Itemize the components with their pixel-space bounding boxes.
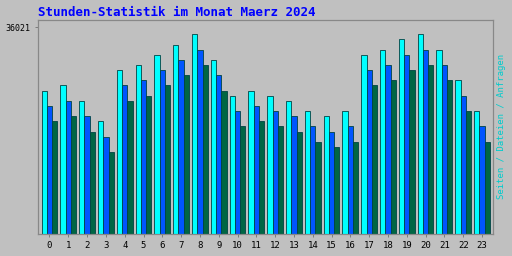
Bar — [221, 91, 227, 256]
Text: Stunden-Statistik im Monat Maerz 2024: Stunden-Statistik im Monat Maerz 2024 — [38, 6, 316, 18]
Bar — [203, 65, 208, 256]
Bar — [291, 116, 296, 256]
Bar — [485, 142, 490, 256]
Bar — [466, 111, 471, 256]
Bar — [52, 121, 57, 256]
Bar — [41, 91, 47, 256]
Bar — [47, 106, 52, 256]
Bar — [410, 70, 415, 256]
Bar — [84, 116, 90, 256]
Bar — [211, 60, 216, 256]
Bar — [399, 39, 404, 256]
Y-axis label: Seiten / Dateien / Anfragen: Seiten / Dateien / Anfragen — [498, 54, 506, 199]
Bar — [386, 65, 391, 256]
Bar — [296, 132, 302, 256]
Bar — [348, 126, 353, 256]
Bar — [60, 86, 66, 256]
Bar — [179, 60, 184, 256]
Bar — [329, 132, 334, 256]
Bar — [197, 50, 203, 256]
Bar — [324, 116, 329, 256]
Bar — [240, 126, 245, 256]
Bar — [278, 126, 283, 256]
Bar — [286, 101, 291, 256]
Bar — [391, 80, 396, 256]
Bar — [254, 106, 259, 256]
Bar — [372, 86, 377, 256]
Bar — [272, 111, 278, 256]
Bar — [248, 91, 254, 256]
Bar — [334, 147, 339, 256]
Bar — [136, 65, 141, 256]
Bar — [367, 70, 372, 256]
Bar — [98, 121, 103, 256]
Bar — [428, 65, 434, 256]
Bar — [216, 75, 221, 256]
Bar — [141, 80, 146, 256]
Bar — [455, 80, 461, 256]
Bar — [160, 70, 165, 256]
Bar — [404, 55, 410, 256]
Bar — [267, 96, 272, 256]
Bar — [353, 142, 358, 256]
Bar — [71, 116, 76, 256]
Bar — [66, 101, 71, 256]
Bar — [315, 142, 321, 256]
Bar — [479, 126, 485, 256]
Bar — [447, 80, 452, 256]
Bar — [361, 55, 367, 256]
Bar — [127, 101, 133, 256]
Bar — [418, 34, 423, 256]
Bar — [235, 111, 240, 256]
Bar — [310, 126, 315, 256]
Bar — [192, 34, 197, 256]
Bar — [109, 152, 114, 256]
Bar — [117, 70, 122, 256]
Bar — [184, 75, 189, 256]
Bar — [165, 86, 170, 256]
Bar — [155, 55, 160, 256]
Bar — [122, 86, 127, 256]
Bar — [90, 132, 95, 256]
Bar — [79, 101, 84, 256]
Bar — [305, 111, 310, 256]
Bar — [474, 111, 479, 256]
Bar — [259, 121, 264, 256]
Bar — [423, 50, 428, 256]
Bar — [437, 50, 442, 256]
Bar — [343, 111, 348, 256]
Bar — [146, 96, 152, 256]
Bar — [461, 96, 466, 256]
Bar — [229, 96, 235, 256]
Bar — [173, 45, 179, 256]
Bar — [103, 137, 109, 256]
Bar — [442, 65, 447, 256]
Bar — [380, 50, 386, 256]
